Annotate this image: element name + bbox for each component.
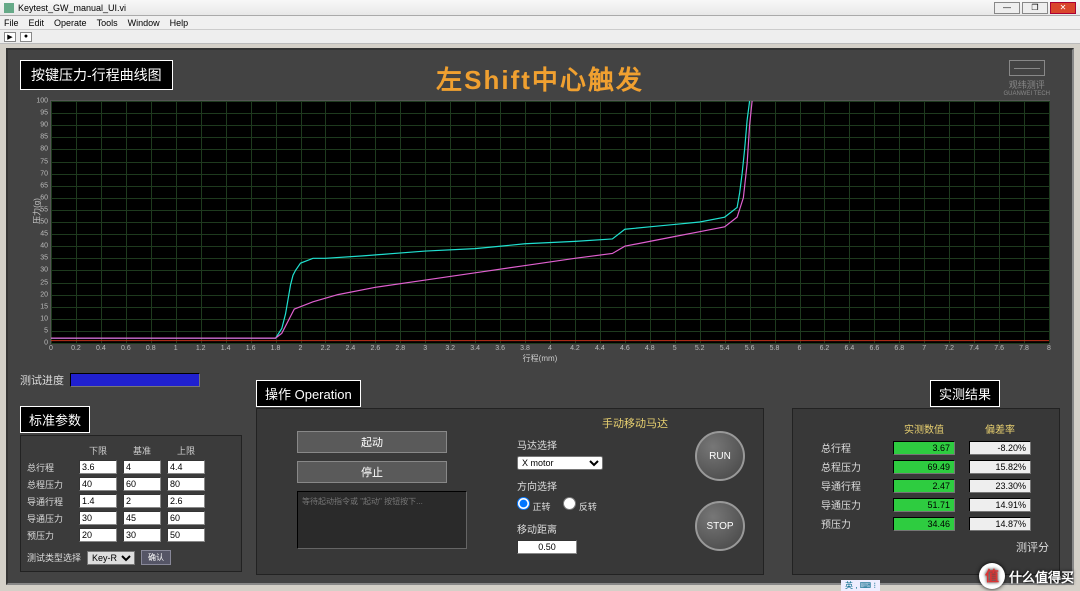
score-label: 测评分: [1016, 542, 1049, 554]
result-deviation: 15.82%: [969, 460, 1031, 474]
manual-title: 手动移动马达: [517, 415, 753, 431]
param-mid[interactable]: [123, 528, 161, 542]
param-hi[interactable]: [167, 528, 205, 542]
dir-forward-radio[interactable]: 正转: [517, 502, 551, 512]
motor-select[interactable]: X motor: [517, 456, 603, 470]
menubar: File Edit Operate Tools Window Help: [0, 16, 1080, 30]
titlebar: Keytest_GW_manual_UI.vi — ❐ ✕: [0, 0, 1080, 16]
minimize-button[interactable]: —: [994, 2, 1020, 14]
menu-help[interactable]: Help: [170, 18, 189, 28]
param-mid[interactable]: [123, 511, 161, 525]
result-deviation: 14.91%: [969, 498, 1031, 512]
start-button[interactable]: 起动: [297, 431, 447, 453]
chart-region: 按键压力-行程曲线图 左Shift中心触发 观纬测评 GUANWEI TECH …: [20, 56, 1060, 366]
confirm-button[interactable]: 确认: [141, 550, 171, 565]
motor-label: 马达选择: [517, 441, 557, 452]
result-value: 51.71: [893, 498, 955, 512]
logo-text: 观纬测评: [1003, 78, 1050, 91]
menu-file[interactable]: File: [4, 18, 19, 28]
param-header: 上限: [167, 444, 205, 457]
logo-icon: [1009, 60, 1045, 76]
param-lo[interactable]: [79, 494, 117, 508]
stop-round-button[interactable]: STOP: [695, 501, 745, 551]
watermark-text: 什么值得买: [1009, 567, 1074, 586]
progress-label: 测试进度: [20, 372, 64, 388]
params-grid: 下限基准上限总行程总程压力导通行程导通压力预压力: [27, 444, 235, 542]
param-lo[interactable]: [79, 528, 117, 542]
param-mid[interactable]: [123, 494, 161, 508]
result-label: 预压力: [821, 516, 879, 531]
param-header: 下限: [79, 444, 117, 457]
result-value: 2.47: [893, 479, 955, 493]
param-mid[interactable]: [123, 460, 161, 474]
watermark: 值 什么值得买: [979, 563, 1074, 589]
result-label: 导通压力: [821, 497, 879, 512]
menu-tools[interactable]: Tools: [97, 18, 118, 28]
operation-title: 操作 Operation: [256, 380, 361, 407]
result-value: 3.67: [893, 441, 955, 455]
result-value: 34.46: [893, 517, 955, 531]
test-type-select[interactable]: Key-R: [87, 551, 135, 565]
menu-operate[interactable]: Operate: [54, 18, 87, 28]
distance-input[interactable]: [517, 540, 577, 554]
distance-label: 移动距离: [517, 525, 557, 536]
dir-reverse-radio[interactable]: 反转: [563, 502, 597, 512]
ime-indicator: 英 , ⌨ ⁝: [841, 580, 880, 591]
param-hi[interactable]: [167, 460, 205, 474]
status-textbox: 等待起动指令或 "起动" 按钮按下...: [297, 491, 467, 549]
watermark-icon: 值: [979, 563, 1005, 589]
param-label: 总行程: [27, 461, 73, 474]
abort-icon[interactable]: ●: [20, 32, 32, 42]
toolbar: ▶ ●: [0, 30, 1080, 44]
param-hi[interactable]: [167, 511, 205, 525]
progress-bar: [70, 373, 200, 387]
std-params-panel: 标准参数 下限基准上限总行程总程压力导通行程导通压力预压力 测试类型选择 Key…: [20, 406, 242, 572]
test-type-label: 测试类型选择: [27, 551, 81, 564]
window-title: Keytest_GW_manual_UI.vi: [18, 3, 126, 13]
results-grid: 实测数值偏差率总行程 3.67 -8.20% 总程压力 69.49 15.82% 导通行程 2…: [803, 421, 1049, 531]
main-title: 左Shift中心触发: [436, 60, 644, 97]
direction-label: 方向选择: [517, 482, 557, 493]
param-lo[interactable]: [79, 460, 117, 474]
param-mid[interactable]: [123, 477, 161, 491]
logo-sub: GUANWEI TECH: [1003, 91, 1050, 97]
brand-logo: 观纬测评 GUANWEI TECH: [1003, 60, 1050, 97]
x-axis-label: 行程(mm): [523, 353, 558, 364]
operation-panel: 操作 Operation 起动 停止 等待起动指令或 "起动" 按钮按下... …: [256, 380, 764, 575]
result-header: 实测数值: [893, 421, 955, 436]
result-label: 总程压力: [821, 459, 879, 474]
results-title: 实测结果: [930, 380, 1000, 407]
param-hi[interactable]: [167, 477, 205, 491]
result-label: 导通行程: [821, 478, 879, 493]
plot-area: 0510152025303540455055606570758085909510…: [50, 100, 1050, 344]
param-lo[interactable]: [79, 477, 117, 491]
run-round-button[interactable]: RUN: [695, 431, 745, 481]
param-label: 总程压力: [27, 478, 73, 491]
progress-row: 测试进度: [20, 372, 200, 388]
param-header: 基准: [123, 444, 161, 457]
result-deviation: 23.30%: [969, 479, 1031, 493]
result-deviation: -8.20%: [969, 441, 1031, 455]
param-label: 预压力: [27, 529, 73, 542]
param-label: 导通行程: [27, 495, 73, 508]
std-params-title: 标准参数: [20, 406, 90, 433]
param-lo[interactable]: [79, 511, 117, 525]
maximize-button[interactable]: ❐: [1022, 2, 1048, 14]
result-label: 总行程: [821, 440, 879, 455]
result-deviation: 14.87%: [969, 517, 1031, 531]
run-icon[interactable]: ▶: [4, 32, 16, 42]
result-value: 69.49: [893, 460, 955, 474]
chart-title: 按键压力-行程曲线图: [20, 60, 173, 90]
param-hi[interactable]: [167, 494, 205, 508]
app-icon: [4, 3, 14, 13]
menu-edit[interactable]: Edit: [29, 18, 45, 28]
vi-canvas: 按键压力-行程曲线图 左Shift中心触发 观纬测评 GUANWEI TECH …: [6, 48, 1074, 585]
results-panel: 实测结果 实测数值偏差率总行程 3.67 -8.20% 总程压力 69.49 15.82%…: [792, 380, 1060, 575]
stop-button[interactable]: 停止: [297, 461, 447, 483]
param-label: 导通压力: [27, 512, 73, 525]
close-button[interactable]: ✕: [1050, 2, 1076, 14]
menu-window[interactable]: Window: [128, 18, 160, 28]
result-header: 偏差率: [969, 421, 1031, 436]
